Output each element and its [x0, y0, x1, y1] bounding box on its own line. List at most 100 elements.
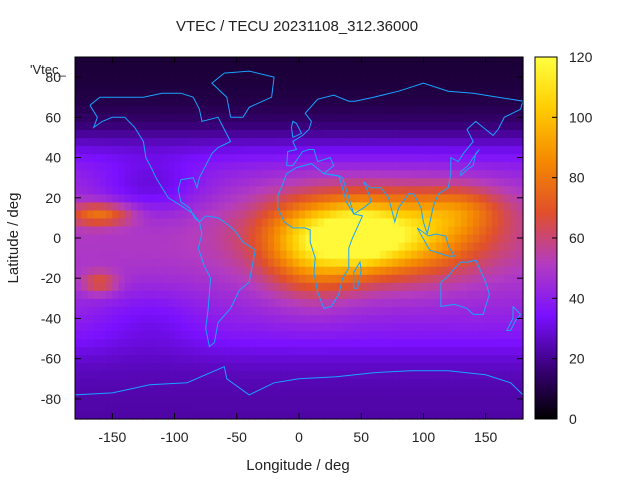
- heatmap-cell: [342, 346, 350, 356]
- coastline-australia: [440, 259, 490, 315]
- heatmap-cell: [323, 73, 331, 82]
- heatmap-cell: [155, 242, 163, 251]
- chart-title: VTEC / TECU 20231108_312.36000: [176, 18, 418, 35]
- heatmap-cell: [379, 193, 387, 203]
- heatmap-cell: [236, 201, 244, 211]
- heatmap-cell: [205, 370, 213, 380]
- heatmap-cell: [106, 338, 113, 348]
- heatmap-cell: [180, 121, 188, 130]
- heatmap-cell: [348, 153, 356, 163]
- heatmap-cell: [243, 201, 250, 211]
- heatmap-cell: [299, 233, 306, 243]
- heatmap-cell: [435, 346, 443, 356]
- heatmap-cell: [348, 290, 356, 299]
- heatmap-cell: [361, 185, 369, 195]
- x-tick-label: -100: [161, 429, 189, 445]
- heatmap-cell: [93, 250, 101, 259]
- heatmap-cell: [361, 193, 369, 203]
- heatmap-cell: [187, 209, 194, 219]
- heatmap-cell: [155, 322, 163, 332]
- heatmap-cell: [243, 129, 250, 139]
- heatmap-cell: [274, 145, 281, 155]
- heatmap-cell: [75, 338, 82, 348]
- heatmap-cell: [168, 217, 176, 227]
- heatmap-cell: [516, 89, 524, 98]
- heatmap-cell: [467, 193, 474, 203]
- heatmap-cell: [211, 153, 219, 163]
- heatmap-cell: [193, 57, 201, 66]
- heatmap-cell: [199, 153, 207, 163]
- heatmap-cell: [180, 73, 188, 82]
- heatmap-cell: [411, 105, 418, 114]
- heatmap-cell: [274, 169, 281, 179]
- heatmap-cell: [379, 153, 387, 163]
- heatmap-cell: [124, 274, 132, 283]
- heatmap-cell: [199, 217, 207, 227]
- heatmap-cell: [261, 394, 269, 404]
- heatmap-cell: [392, 217, 400, 227]
- heatmap-cell: [249, 378, 257, 388]
- heatmap-cell: [249, 97, 257, 106]
- heatmap-cell: [510, 322, 518, 332]
- heatmap-cell: [168, 129, 176, 139]
- heatmap-cell: [435, 274, 443, 283]
- heatmap-cell: [404, 121, 412, 130]
- heatmap-cell: [491, 97, 499, 106]
- heatmap-cell: [87, 113, 95, 122]
- heatmap-cell: [485, 65, 493, 74]
- heatmap-cell: [361, 370, 369, 380]
- heatmap-cell: [398, 330, 406, 340]
- heatmap-cell: [286, 169, 294, 179]
- heatmap-cell: [280, 121, 288, 130]
- heatmap-cell: [305, 370, 313, 380]
- heatmap-cell: [398, 410, 406, 420]
- heatmap-cell: [255, 225, 263, 235]
- heatmap-cell: [442, 113, 449, 122]
- heatmap-cell: [311, 362, 319, 372]
- heatmap-cell: [168, 153, 176, 163]
- heatmap-cell: [292, 233, 300, 243]
- heatmap-cell: [454, 266, 462, 275]
- heatmap-cell: [299, 153, 306, 163]
- heatmap-cell: [299, 225, 306, 235]
- heatmap-cell: [280, 338, 288, 348]
- heatmap-cell: [311, 113, 319, 122]
- heatmap-cell: [106, 161, 113, 171]
- heatmap-cell: [180, 233, 188, 243]
- heatmap-cell: [174, 274, 182, 283]
- heatmap-cell: [473, 161, 481, 171]
- heatmap-cell: [255, 57, 263, 66]
- heatmap-cell: [361, 346, 369, 356]
- heatmap-cell: [423, 346, 431, 356]
- heatmap-cell: [392, 346, 400, 356]
- heatmap-cell: [112, 161, 120, 171]
- heatmap-cell: [429, 306, 437, 316]
- heatmap-cell: [205, 314, 213, 324]
- heatmap-cell: [106, 121, 113, 130]
- heatmap-cell: [218, 145, 225, 155]
- heatmap-cell: [311, 370, 319, 380]
- heatmap-cell: [411, 153, 418, 163]
- heatmap-cell: [485, 338, 493, 348]
- heatmap-cell: [180, 386, 188, 396]
- heatmap-cell: [404, 161, 412, 171]
- heatmap-cell: [124, 338, 132, 348]
- heatmap-cell: [255, 274, 263, 283]
- heatmap-cell: [155, 121, 163, 130]
- heatmap-cell: [243, 250, 250, 259]
- heatmap-cell: [243, 217, 250, 227]
- heatmap-cell: [106, 177, 113, 187]
- heatmap-cell: [417, 161, 425, 171]
- heatmap-cell: [510, 161, 518, 171]
- heatmap-cell: [224, 266, 232, 275]
- heatmap-cell: [510, 370, 518, 380]
- heatmap-cell: [392, 185, 400, 195]
- heatmap-cell: [398, 201, 406, 211]
- heatmap-cell: [274, 65, 281, 74]
- heatmap-cell: [435, 113, 443, 122]
- heatmap-cell: [404, 97, 412, 106]
- heatmap-cell: [93, 386, 101, 396]
- heatmap-cell: [367, 394, 375, 404]
- heatmap-cell: [93, 65, 101, 74]
- heatmap-cell: [211, 233, 219, 243]
